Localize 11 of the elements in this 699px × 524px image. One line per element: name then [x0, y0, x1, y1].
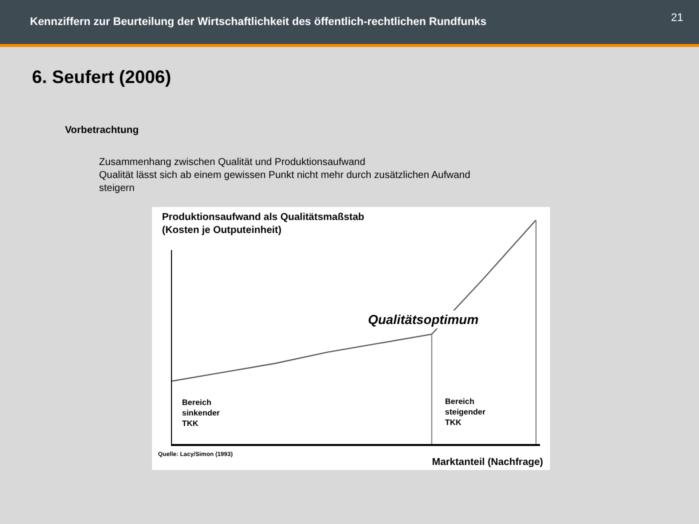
annotation: Bereich sinkender TKK: [182, 398, 220, 428]
text: Zusammenhang zwischen Qualität und Produktionsaufwand: [99, 157, 366, 168]
x-axis-title: Marktanteil (Nachfrage): [432, 457, 544, 468]
annotation: Bereich steigender TKK: [445, 397, 486, 427]
text: 21: [671, 12, 684, 24]
annotation: Qualitätsoptimum: [368, 312, 479, 327]
y-axis-title: Produktionsaufwand als Qualitätsmaßstab (Kosten je Outputeinheit): [162, 212, 364, 236]
text: Qualität lässt sich ab einem gewissen Punkt nicht mehr durch zusätzlichen Aufwand steigern: [99, 170, 470, 194]
text: Vorbetrachtung: [65, 125, 139, 136]
chart-title: Kennziffern zur Beurteilung der Wirtschaftlichkeit des öffentlich-rechtlichen Rundfunks: [30, 16, 486, 28]
chart-subtitle: 6. Seufert (2006): [32, 67, 172, 87]
